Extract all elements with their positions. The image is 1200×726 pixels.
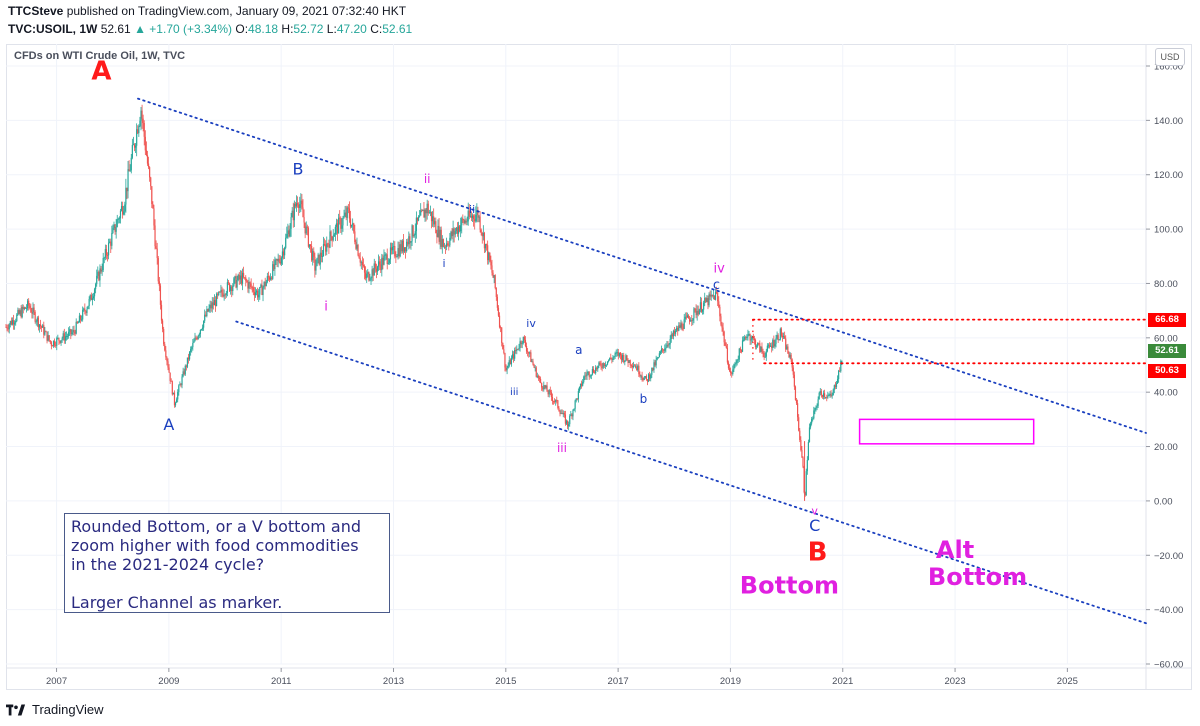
y-tick-label: 160.00: [1154, 62, 1183, 73]
x-tick-label: 2023: [944, 676, 965, 687]
y-tick-label: 40.00: [1154, 388, 1178, 399]
open-value: 48.18: [248, 22, 279, 36]
note-line-4: Larger Channel as marker.: [71, 593, 283, 612]
price-tag-last: 52.61: [1148, 343, 1186, 358]
publish-info: TTCSteve published on TradingView.com, J…: [8, 4, 406, 18]
wave-label: v: [811, 505, 818, 518]
y-tick-label: −40.00: [1154, 605, 1183, 616]
wave-label: Bottom: [740, 571, 839, 599]
wave-label: iv: [526, 317, 536, 330]
analysis-note: Rounded Bottom, or a V bottom and zoom h…: [64, 513, 390, 613]
note-spacer: [71, 574, 383, 593]
wave-label: i: [324, 300, 328, 315]
wave-label: A: [163, 415, 174, 434]
x-tick-label: 2019: [720, 676, 741, 687]
level-lines: [751, 318, 1147, 445]
price-series: [5, 104, 843, 501]
upper-channel-line[interactable]: [137, 97, 1147, 434]
wave-label: i: [442, 257, 445, 270]
x-tick-label: 2017: [608, 676, 629, 687]
wave-label: ii: [424, 172, 431, 186]
note-line-3: in the 2021-2024 cycle?: [71, 555, 265, 574]
last-price: 52.61: [100, 22, 131, 36]
y-axis[interactable]: 160.00 140.00 120.00 100.00 80.00 60.00 40.00 2…: [1146, 62, 1183, 671]
high-value: 52.72: [293, 22, 324, 36]
x-tick-label: 2025: [1057, 676, 1078, 687]
lower-channel-line[interactable]: [235, 320, 1147, 625]
wave-label: a: [575, 343, 582, 357]
up-triangle-icon: ▲: [134, 22, 146, 36]
y-tick-label: 140.00: [1154, 116, 1183, 127]
y-tick-label: 20.00: [1154, 442, 1178, 453]
wave-label: iii: [510, 387, 518, 398]
tradingview-icon: [6, 704, 26, 715]
chart-header: TTCSteve published on TradingView.com, J…: [0, 0, 1200, 44]
y-tick-label: 0.00: [1154, 496, 1173, 507]
x-axis[interactable]: 2007 2009 2011 2013 2015 2017 2019 2021 2023 2025: [46, 668, 1078, 687]
symbol-label: TVC:USOIL, 1W: [8, 22, 98, 36]
y-tick-label: 100.00: [1154, 225, 1183, 236]
wave-label: iv: [714, 262, 726, 277]
wave-label: C: [809, 516, 820, 535]
low-value: 47.20: [336, 22, 367, 36]
wave-label: Alt: [936, 536, 974, 564]
y-tick-label: 80.00: [1154, 279, 1178, 290]
close-label: C:: [370, 22, 383, 36]
currency-button[interactable]: USD: [1155, 48, 1185, 66]
note-line-1: Rounded Bottom, or a V bottom and: [71, 517, 361, 536]
price-change: +1.70 (+3.34%): [149, 22, 233, 36]
price-tag-50: 50.63: [1148, 363, 1186, 378]
price-tag-66: 66.68: [1148, 312, 1186, 327]
y-tick-label: 60.00: [1154, 333, 1178, 344]
y-tick-label: −20.00: [1154, 551, 1183, 562]
wave-label: b: [640, 392, 648, 406]
wave-label: iii: [557, 441, 567, 455]
x-tick-label: 2015: [495, 676, 516, 687]
wave-label: Bottom: [928, 563, 1027, 591]
axis-separators: [6, 44, 1192, 690]
target-box[interactable]: [858, 418, 1035, 445]
ohlc-line: TVC:USOIL, 1W 52.61 ▲ +1.70 (+3.34%) O:4…: [8, 22, 412, 36]
wave-label: B: [808, 538, 828, 568]
low-label: L:: [326, 22, 337, 36]
y-tick-label: −60.00: [1154, 660, 1183, 671]
footer: TradingView: [0, 696, 1200, 726]
x-tick-label: 2013: [383, 676, 404, 687]
x-tick-label: 2007: [46, 676, 67, 687]
y-tick-label: 120.00: [1154, 170, 1183, 181]
publisher-name[interactable]: TTCSteve: [8, 4, 64, 18]
tradingview-logo[interactable]: TradingView: [6, 702, 104, 717]
x-tick-label: 2009: [158, 676, 179, 687]
close-value: 52.61: [382, 22, 413, 36]
wave-label: c: [713, 278, 720, 293]
publish-text: published on TradingView.com, January 09…: [66, 4, 407, 18]
high-label: H:: [281, 22, 294, 36]
wave-label: B: [293, 160, 304, 179]
chart-frame: [6, 44, 1192, 690]
footer-brand: TradingView: [32, 702, 104, 717]
chart-title: CFDs on WTI Crude Oil, 1W, TVC: [14, 50, 185, 62]
wave-label: A: [91, 57, 111, 87]
note-line-2: zoom higher with food commodities: [71, 536, 359, 555]
x-tick-label: 2021: [832, 676, 853, 687]
open-label: O:: [235, 22, 249, 36]
x-tick-label: 2011: [271, 676, 291, 687]
wave-label: ii: [469, 203, 475, 216]
channel-lines: [137, 97, 1147, 625]
